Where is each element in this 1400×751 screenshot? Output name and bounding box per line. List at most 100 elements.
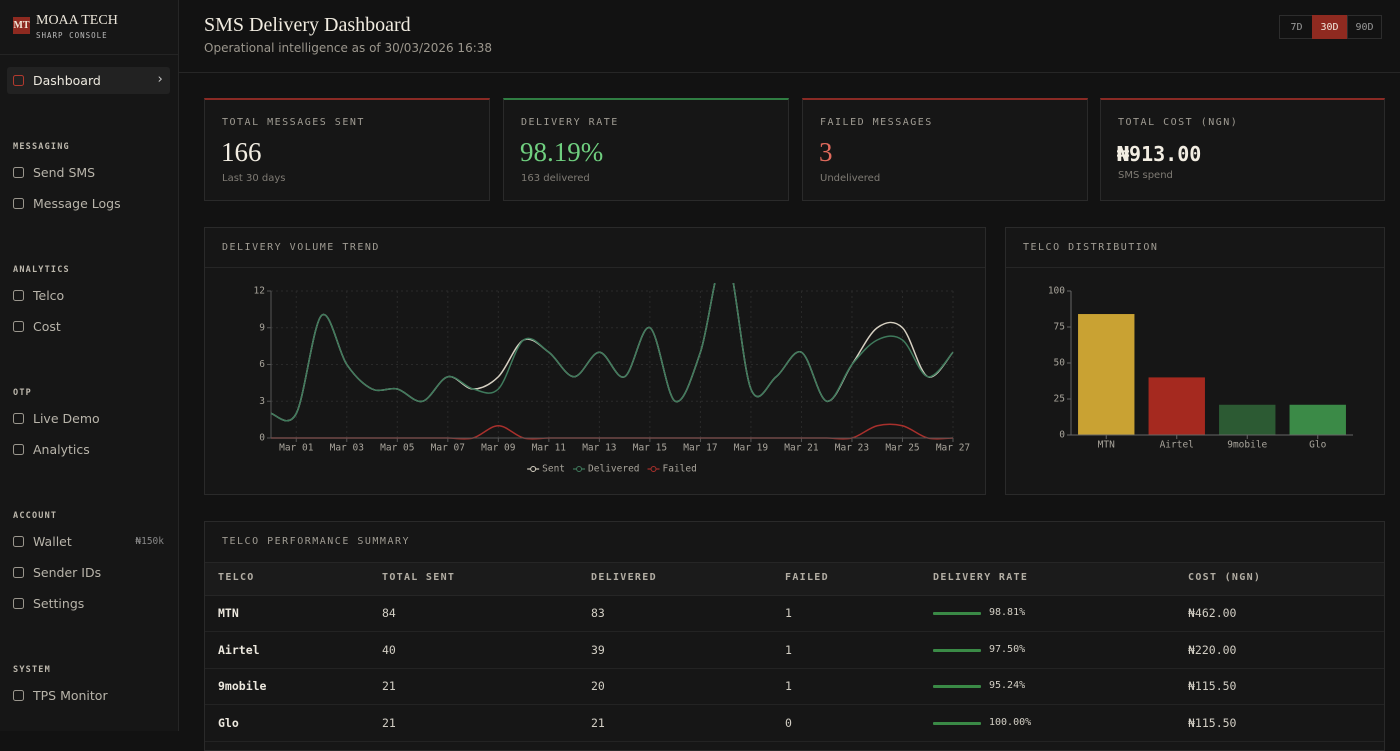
table-cell: Glo [218, 715, 239, 730]
nav-icon [13, 198, 24, 209]
nav-label: Message Logs [33, 196, 121, 211]
nav-item[interactable]: Analytics [7, 436, 170, 463]
nav-icon [13, 536, 24, 547]
nav-item[interactable]: Live Demo [7, 405, 170, 432]
nav-label: Send SMS [33, 165, 96, 180]
table-cell: 1 [785, 642, 792, 657]
line-series [271, 283, 954, 422]
table-cell: MTN [218, 606, 239, 620]
nav-heading: ACCOUNT [13, 511, 58, 521]
nav-label: Sender IDs [33, 565, 102, 580]
table-cell: 9mobile [218, 679, 267, 693]
x-tick-label: Mar 19 [734, 443, 769, 454]
nav-item[interactable]: Sender IDs [7, 559, 170, 586]
nav-label: Cost [33, 319, 61, 334]
nav-badge: ₦150k [135, 536, 164, 547]
nav-label: Analytics [33, 442, 90, 457]
kpi-label: TOTAL COST (NGN) [1118, 117, 1239, 128]
table-header-cell: FAILED [785, 572, 829, 583]
x-tick-label: Mar 25 [885, 443, 919, 454]
nav-icon [13, 167, 24, 178]
topbar: SMS Delivery Dashboard Operational intel… [179, 0, 1400, 73]
nav-item[interactable]: TPS Monitor [7, 682, 170, 709]
y-tick-label: 25 [1054, 394, 1065, 405]
nav-label: Telco [33, 288, 65, 303]
table-cell: 21 [382, 679, 396, 693]
table-cell: 84 [382, 606, 396, 620]
table-header-cell: COST (NGN) [1188, 572, 1262, 583]
rate-bar [933, 612, 981, 615]
kpi-note: Last 30 days [222, 173, 286, 184]
table-row [205, 632, 1384, 669]
table-cell: ₦462.00 [1188, 606, 1237, 620]
nav-label: Settings [33, 596, 85, 611]
x-tick-label: Mar 01 [279, 443, 314, 454]
legend-marker [530, 466, 537, 472]
rate-bar [933, 648, 981, 652]
kpi-note: Undelivered [820, 173, 881, 184]
kpi-note: SMS spend [1118, 170, 1173, 181]
x-tick-label: MTN [1098, 440, 1115, 451]
kpi-card: FAILED MESSAGES 3 Undelivered [802, 98, 1088, 201]
table-header-cell: DELIVERY RATE [933, 572, 1029, 583]
nav-item[interactable]: Wallet ₦150k [7, 528, 170, 555]
table-cell: 100.00% [989, 716, 1032, 728]
x-tick-label: 9mobile [1227, 440, 1267, 451]
brand-mark: MT [13, 17, 30, 34]
nav-item[interactable]: Send SMS [7, 159, 170, 186]
table-header-cell: DELIVERED [591, 572, 657, 583]
table-cell: ₦115.50 [1188, 679, 1237, 693]
table-cell: 21 [382, 715, 396, 730]
kpi-label: FAILED MESSAGES [820, 117, 933, 128]
range-button[interactable]: 90D [1347, 15, 1382, 39]
nav-item[interactable]: Telco [7, 282, 170, 309]
kpi-note: 163 delivered [521, 173, 590, 184]
rate-bar [933, 685, 981, 688]
nav-heading: OTP [13, 388, 32, 398]
legend-marker [576, 466, 583, 472]
nav-item[interactable]: Message Logs [7, 190, 170, 217]
table-cell: 97.50% [989, 643, 1026, 655]
table-cell: 1 [785, 606, 792, 620]
table-cell: 39 [591, 642, 605, 657]
nav-heading: MESSAGING [13, 142, 70, 152]
x-tick-label: Mar 07 [431, 443, 465, 454]
y-tick-label: 9 [259, 322, 265, 333]
nav-item[interactable]: Settings [7, 590, 170, 617]
range-button[interactable]: 7D [1279, 15, 1314, 39]
table-cell: ₦220.00 [1188, 642, 1237, 657]
nav-item[interactable]: Cost [7, 313, 170, 340]
legend-label: Delivered [588, 464, 639, 475]
x-tick-label: Mar 15 [633, 443, 667, 454]
table-cell: 98.81% [989, 607, 1026, 618]
sidebar: MT MOAA TECH SHARP CONSOLE Dashboard › MES… [0, 0, 179, 731]
kpi-value: 166 [221, 137, 262, 167]
kpi-card: DELIVERY RATE 98.19% 163 delivered [503, 98, 789, 201]
nav-icon [13, 75, 24, 86]
table-cell: 95.24% [989, 680, 1026, 691]
table-header-cell: TOTAL SENT [382, 572, 456, 583]
table-cell: 0 [785, 715, 792, 730]
kpi-card: TOTAL MESSAGES SENT 166 Last 30 days [204, 98, 490, 201]
kpi-label: TOTAL MESSAGES SENT [222, 117, 365, 128]
legend-label: Sent [542, 464, 565, 475]
card-header [205, 228, 985, 268]
y-tick-label: 3 [259, 396, 265, 407]
table-cell: 1 [785, 679, 792, 693]
y-tick-label: 75 [1054, 322, 1065, 333]
y-tick-label: 12 [254, 286, 265, 297]
legend: Sent Delivered Failed [527, 464, 697, 475]
range-button[interactable]: 30D [1312, 15, 1347, 39]
table-cell: 40 [382, 642, 396, 657]
line-chart: 0 3 6 9 12 Mar 01 Mar 03 Mar 05 Mar 07 Mar 09 Mar … [254, 283, 970, 475]
x-tick-label: Mar 09 [481, 443, 516, 454]
chart-title: TELCO DISTRIBUTION [1023, 242, 1159, 253]
kpi-value: 98.19% [520, 137, 604, 167]
brand-name: MOAA TECH [36, 13, 118, 28]
y-tick-label: 50 [1054, 358, 1066, 369]
nav-icon [13, 290, 24, 301]
table-cell: 83 [591, 606, 605, 620]
nav-item[interactable]: Dashboard › [7, 67, 170, 94]
x-tick-label: Mar 23 [835, 443, 869, 454]
